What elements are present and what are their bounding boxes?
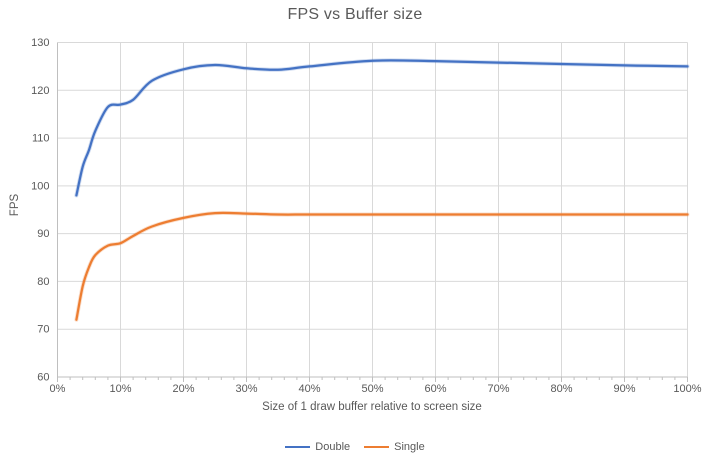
y-tick-label: 110 — [32, 133, 50, 145]
y-tick-label: 120 — [31, 85, 49, 97]
y-tick-label: 100 — [31, 180, 49, 192]
chart-title: FPS vs Buffer size — [287, 6, 423, 23]
series-line-halo-double — [74, 58, 690, 198]
series-line-halo-single — [74, 210, 690, 322]
series-line-single — [75, 211, 689, 321]
x-axis-title: Size of 1 draw buffer relative to screen… — [262, 401, 482, 413]
y-tick-label: 130 — [31, 37, 49, 49]
x-tick-label: 80% — [550, 383, 572, 395]
y-tick-label: 80 — [37, 276, 49, 288]
x-tick-label: 70% — [487, 383, 509, 395]
y-axis-title: FPS — [9, 193, 21, 217]
legend-label-double: Double — [315, 441, 351, 453]
x-tick-label: 30% — [235, 383, 257, 395]
x-tick-label: 40% — [298, 383, 320, 395]
x-tick-label: 50% — [361, 383, 383, 395]
y-tick-label: 90 — [37, 228, 49, 240]
legend-item-single: Single — [364, 441, 425, 453]
x-tick-label: 20% — [172, 383, 194, 395]
x-tick-label: 60% — [424, 383, 446, 395]
series-line-double — [75, 59, 689, 197]
legend: Double Single — [0, 441, 710, 453]
x-tick-label: 0% — [50, 383, 66, 395]
x-tick-label: 100% — [673, 383, 701, 395]
legend-swatch-double — [285, 445, 311, 449]
x-tick-label: 90% — [613, 383, 635, 395]
y-tick-label: 60 — [37, 372, 49, 384]
legend-label-single: Single — [394, 441, 425, 453]
legend-item-double: Double — [285, 441, 350, 453]
legend-swatch-single — [364, 445, 390, 449]
x-tick-label: 10% — [109, 383, 131, 395]
y-tick-label: 70 — [37, 324, 49, 336]
